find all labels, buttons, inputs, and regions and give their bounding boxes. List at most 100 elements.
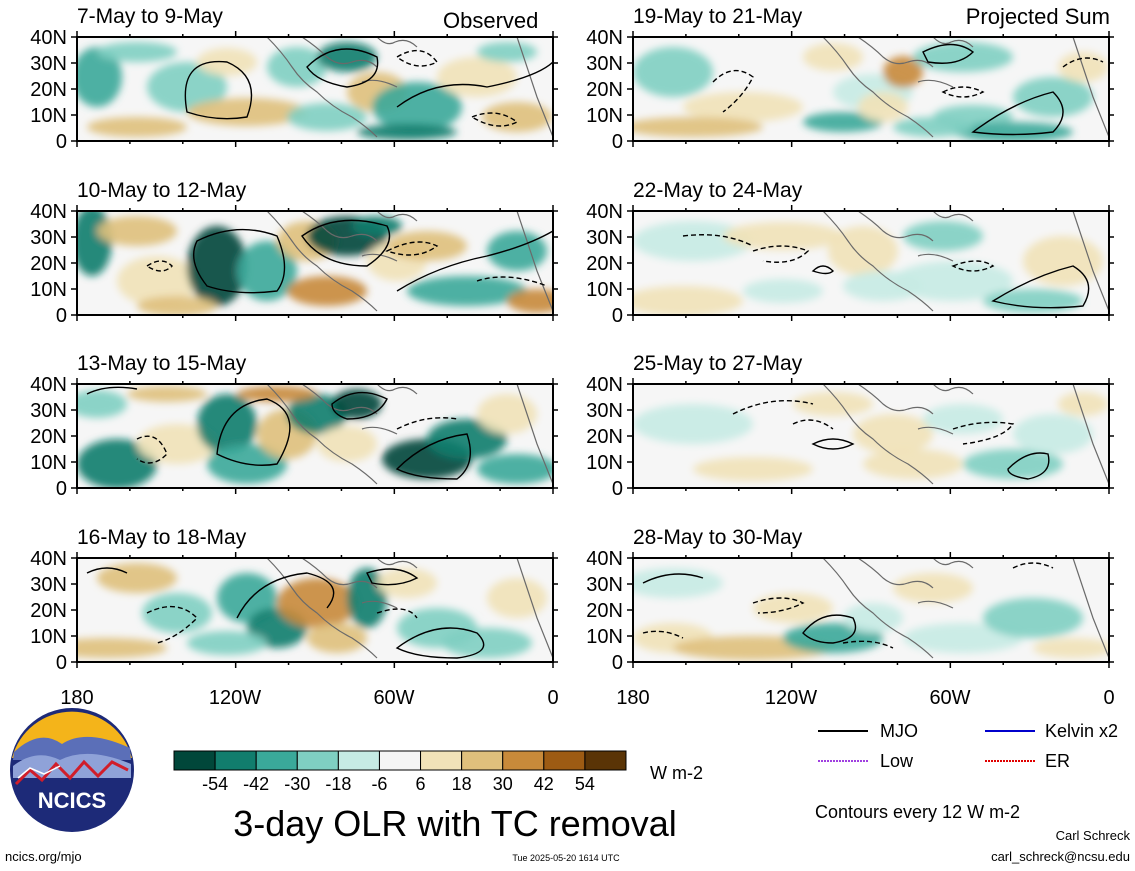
mjo-contour-negative bbox=[306, 48, 379, 88]
legend-label-er: ER bbox=[1045, 751, 1070, 771]
olr-anomaly-blob bbox=[983, 598, 1083, 638]
olr-anomaly-blob bbox=[352, 216, 402, 236]
x-tick-label: 120W bbox=[765, 687, 817, 709]
mjo-contour-negative bbox=[216, 398, 291, 466]
olr-anomaly-blob bbox=[633, 404, 753, 444]
olr-anomaly-field bbox=[77, 42, 552, 140]
olr-anomaly-blob bbox=[983, 289, 1083, 313]
y-tick-label: 0 bbox=[56, 652, 67, 674]
panel-date-label: 22-May to 24-May bbox=[633, 179, 803, 202]
colorbar-swatch bbox=[543, 750, 586, 771]
olr-anomaly-field bbox=[77, 563, 547, 658]
mjo-contour-positive bbox=[1012, 562, 1054, 569]
olr-anomaly-blob bbox=[137, 296, 217, 316]
y-tick-label: 20N bbox=[30, 600, 67, 622]
mjo-contour-positive bbox=[642, 630, 684, 639]
map-panel: 40N 30N 20N 10N 0 13-May to 15-May bbox=[30, 352, 558, 500]
mjo-contour-positive bbox=[385, 241, 439, 256]
map-panel: 40N 30N 20N 10N 0 25-May to 27-May bbox=[586, 352, 1114, 500]
y-tick-label: 30N bbox=[586, 574, 623, 596]
olr-anomaly-blob bbox=[77, 47, 122, 107]
olr-anomaly-blob bbox=[487, 578, 547, 618]
panel-date-label: 13-May to 15-May bbox=[77, 352, 247, 375]
olr-anomaly-blob bbox=[77, 439, 157, 489]
olr-anomaly-blob bbox=[633, 47, 713, 97]
colorbar-unit: W m-2 bbox=[650, 763, 703, 783]
mjo-contour-positive bbox=[146, 605, 198, 644]
olr-anomaly-blob bbox=[913, 42, 1013, 72]
panel-date-label: 16-May to 18-May bbox=[77, 526, 247, 549]
footer-author: Carl Schreck bbox=[1056, 828, 1131, 843]
olr-anomaly-blob bbox=[187, 226, 247, 306]
mjo-contour-positive bbox=[1062, 57, 1104, 68]
colorbar-tick-label: 42 bbox=[534, 774, 554, 794]
panel-date-label: 19-May to 21-May bbox=[633, 5, 803, 28]
mjo-contour-positive bbox=[941, 86, 985, 98]
panel-date-label: 7-May to 9-May bbox=[77, 5, 223, 28]
olr-anomaly-blob bbox=[487, 231, 547, 271]
olr-anomaly-blob bbox=[633, 117, 763, 137]
colorbar-swatch bbox=[502, 750, 545, 771]
mjo-contour-positive bbox=[476, 276, 548, 287]
y-tick-label: 10N bbox=[586, 105, 623, 127]
olr-anomaly-blob bbox=[97, 42, 177, 62]
olr-anomaly-blob bbox=[693, 457, 813, 481]
map-panel: 40N 30N 20N 10N 0 28-May to 30-May bbox=[586, 526, 1114, 674]
coastline bbox=[266, 383, 554, 485]
y-tick-label: 40N bbox=[30, 548, 67, 570]
y-tick-label: 10N bbox=[30, 279, 67, 301]
colorbar-swatch bbox=[461, 750, 504, 771]
olr-anomaly-blob bbox=[372, 82, 462, 132]
colorbar-swatch bbox=[214, 750, 257, 771]
olr-anomaly-blob bbox=[77, 390, 127, 418]
olr-anomaly-blob bbox=[317, 426, 377, 462]
y-tick-label: 0 bbox=[56, 305, 67, 327]
colorbar-tick-label: 54 bbox=[575, 774, 595, 794]
y-tick-label: 30N bbox=[586, 227, 623, 249]
olr-anomaly-blob bbox=[1058, 392, 1108, 416]
mjo-contour-negative bbox=[184, 60, 253, 120]
y-tick-label: 40N bbox=[586, 201, 623, 223]
mjo-contour-negative bbox=[236, 572, 335, 619]
olr-anomaly-blob bbox=[437, 57, 517, 97]
olr-anomaly-blob bbox=[507, 289, 554, 313]
mjo-contour-negative bbox=[331, 391, 388, 420]
mjo-contour-negative bbox=[86, 567, 128, 574]
y-tick-label: 30N bbox=[30, 227, 67, 249]
olr-anomaly-blob bbox=[893, 117, 973, 137]
y-tick-label: 0 bbox=[612, 652, 623, 674]
olr-anomaly-blob bbox=[277, 578, 357, 628]
colorbar-tick-label: -54 bbox=[202, 774, 228, 794]
footer-timestamp: Tue 2025-05-20 1614 UTC bbox=[512, 853, 620, 863]
mjo-contour-positive bbox=[951, 260, 995, 272]
olr-anomaly-blob bbox=[482, 102, 552, 132]
x-axis-left: 180 120W 60W 0 bbox=[60, 687, 558, 709]
olr-anomaly-blob bbox=[793, 392, 873, 416]
olr-anomaly-blob bbox=[142, 593, 212, 633]
y-tick-label: 30N bbox=[586, 53, 623, 75]
olr-anomaly-blob bbox=[137, 424, 217, 464]
olr-anomaly-blob bbox=[357, 124, 457, 140]
y-tick-label: 40N bbox=[586, 548, 623, 570]
contour-note: Contours every 12 W m-2 bbox=[815, 802, 1020, 822]
coastline bbox=[822, 383, 1110, 485]
colorbar-swatch bbox=[420, 750, 463, 771]
colorbar-swatch bbox=[255, 750, 298, 771]
legend-label-kelvin: Kelvin x2 bbox=[1045, 721, 1118, 741]
olr-anomaly-blob bbox=[287, 276, 367, 306]
y-tick-label: 20N bbox=[30, 253, 67, 275]
colorbar-swatch bbox=[584, 750, 627, 771]
mjo-contour-positive bbox=[752, 597, 805, 614]
x-axis-right: 180 120W 60W 0 bbox=[616, 687, 1114, 709]
y-tick-label: 30N bbox=[30, 574, 67, 596]
olr-anomaly-blob bbox=[1013, 414, 1093, 454]
olr-anomaly-field bbox=[633, 568, 1110, 660]
colorbar-swatch bbox=[173, 750, 216, 771]
y-tick-label: 40N bbox=[30, 374, 67, 396]
mjo-contour-negative bbox=[301, 219, 391, 267]
colorbar-tick-label: -18 bbox=[325, 774, 351, 794]
mjo-contour-negative bbox=[811, 265, 834, 275]
mjo-contour-positive bbox=[712, 69, 754, 113]
mjo-contour-positive bbox=[732, 400, 814, 415]
x-tick-label: 0 bbox=[547, 687, 558, 709]
